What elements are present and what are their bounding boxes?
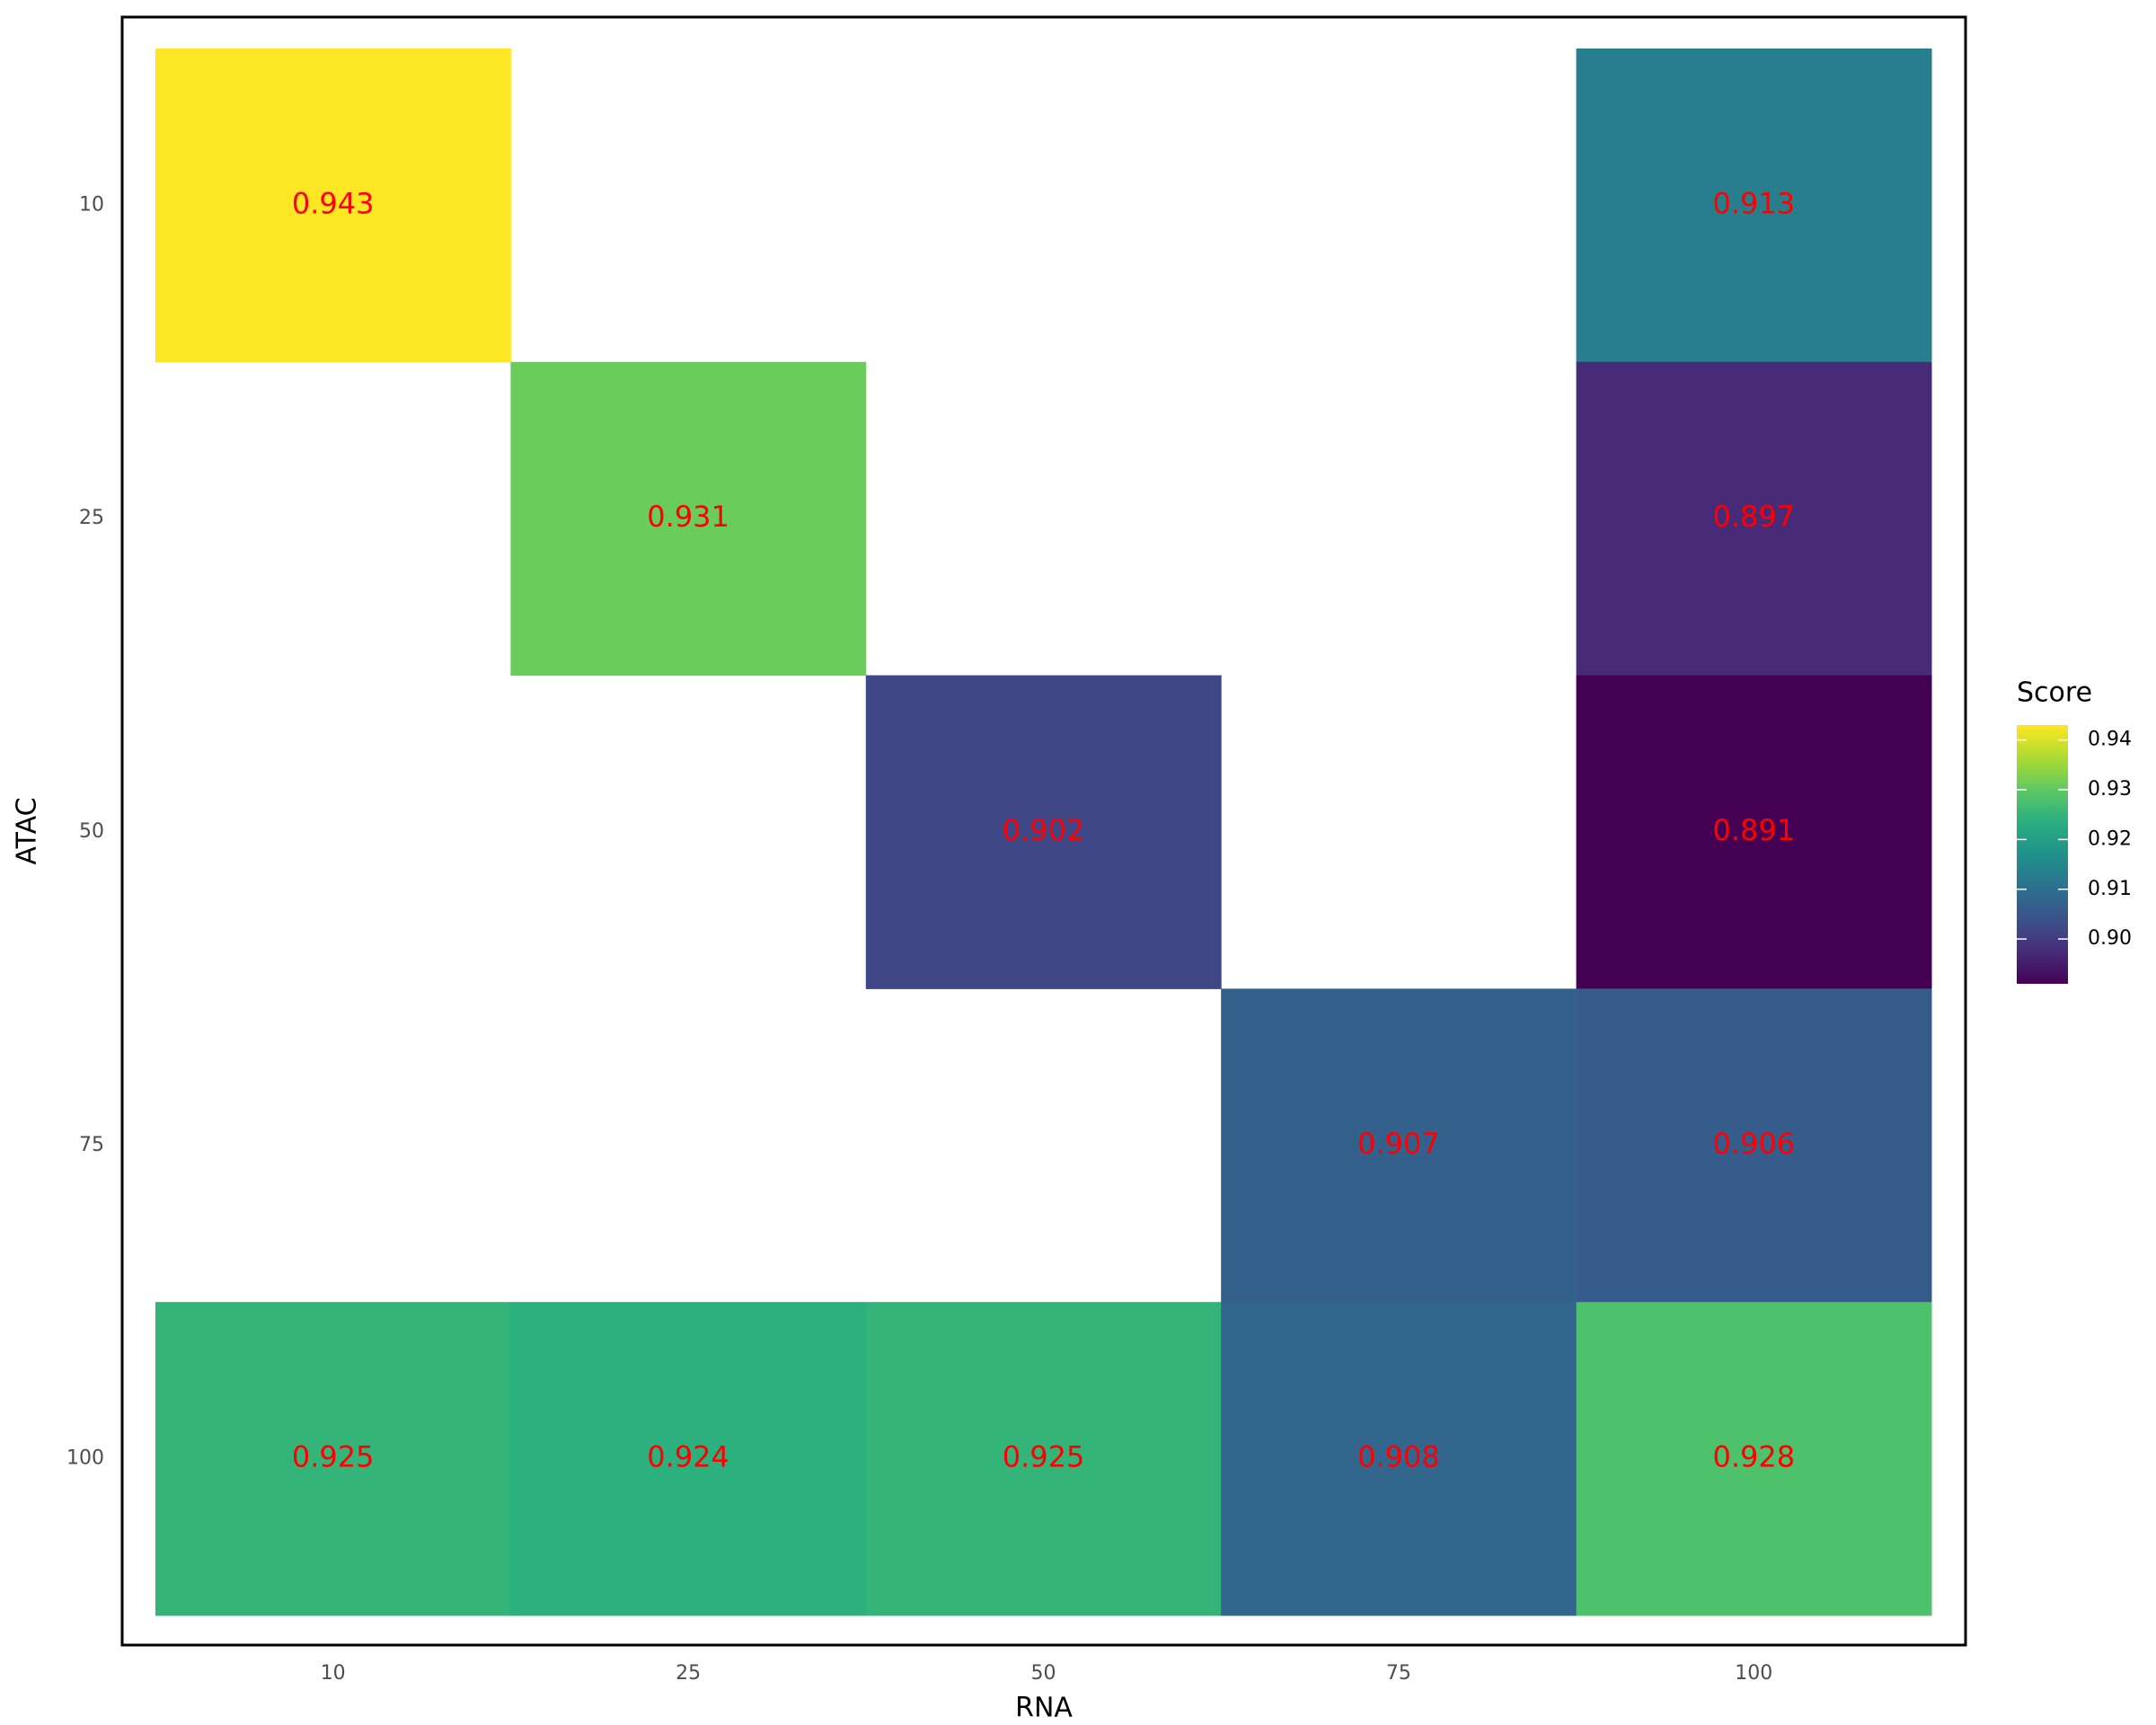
- data-label: 0.943: [292, 186, 375, 220]
- panel-border: [120, 15, 1967, 1647]
- x-tick-label: 75: [1386, 1662, 1411, 1685]
- heat-cell: [1221, 1302, 1577, 1616]
- colorbar: [2017, 725, 2068, 984]
- colorbar-tick-label: 0.94: [2088, 729, 2132, 751]
- heat-cell: [155, 1302, 511, 1616]
- colorbar-tick-label: 0.92: [2088, 827, 2132, 850]
- x-tick-label: 25: [676, 1662, 701, 1685]
- data-label: 0.931: [647, 500, 729, 534]
- heat-cell: [1576, 1302, 1932, 1616]
- data-label: 0.925: [1003, 1440, 1085, 1474]
- y-tick-label: 50: [79, 820, 104, 843]
- y-axis-title: ATAC: [12, 797, 43, 864]
- colorbar-tick-label: 0.91: [2088, 878, 2132, 900]
- heat-cell: [1576, 49, 1932, 363]
- heat-cell: [155, 49, 511, 363]
- x-tick-label: 100: [1735, 1662, 1772, 1685]
- colorbar-tick-label: 0.93: [2088, 778, 2132, 801]
- heat-cell: [865, 1302, 1222, 1616]
- data-label: 0.906: [1712, 1127, 1795, 1161]
- heat-cell: [510, 1302, 867, 1616]
- heat-cell: [1221, 988, 1577, 1303]
- data-label: 0.897: [1712, 500, 1795, 534]
- data-label: 0.913: [1712, 186, 1795, 220]
- y-tick-label: 75: [79, 1134, 104, 1156]
- heat-cell: [510, 361, 867, 677]
- data-label: 0.925: [292, 1440, 375, 1474]
- x-tick-label: 50: [1031, 1662, 1056, 1685]
- data-label: 0.924: [647, 1440, 729, 1474]
- data-label: 0.908: [1357, 1440, 1440, 1474]
- x-axis-title: RNA: [1015, 1693, 1073, 1724]
- data-label: 0.928: [1712, 1440, 1795, 1474]
- y-tick-label: 10: [79, 193, 104, 216]
- heat-cell: [865, 675, 1222, 989]
- x-tick-label: 10: [321, 1662, 346, 1685]
- data-label: 0.891: [1712, 813, 1795, 847]
- heat-cell: [1576, 675, 1932, 989]
- data-label: 0.902: [1003, 813, 1085, 847]
- heat-cell: [1576, 361, 1932, 677]
- y-tick-label: 25: [79, 507, 104, 529]
- legend-title: Score: [2017, 677, 2092, 709]
- data-label: 0.907: [1357, 1127, 1440, 1161]
- colorbar-tick-label: 0.90: [2088, 927, 2132, 950]
- heat-cell: [1576, 988, 1932, 1303]
- y-tick-label: 100: [66, 1447, 104, 1470]
